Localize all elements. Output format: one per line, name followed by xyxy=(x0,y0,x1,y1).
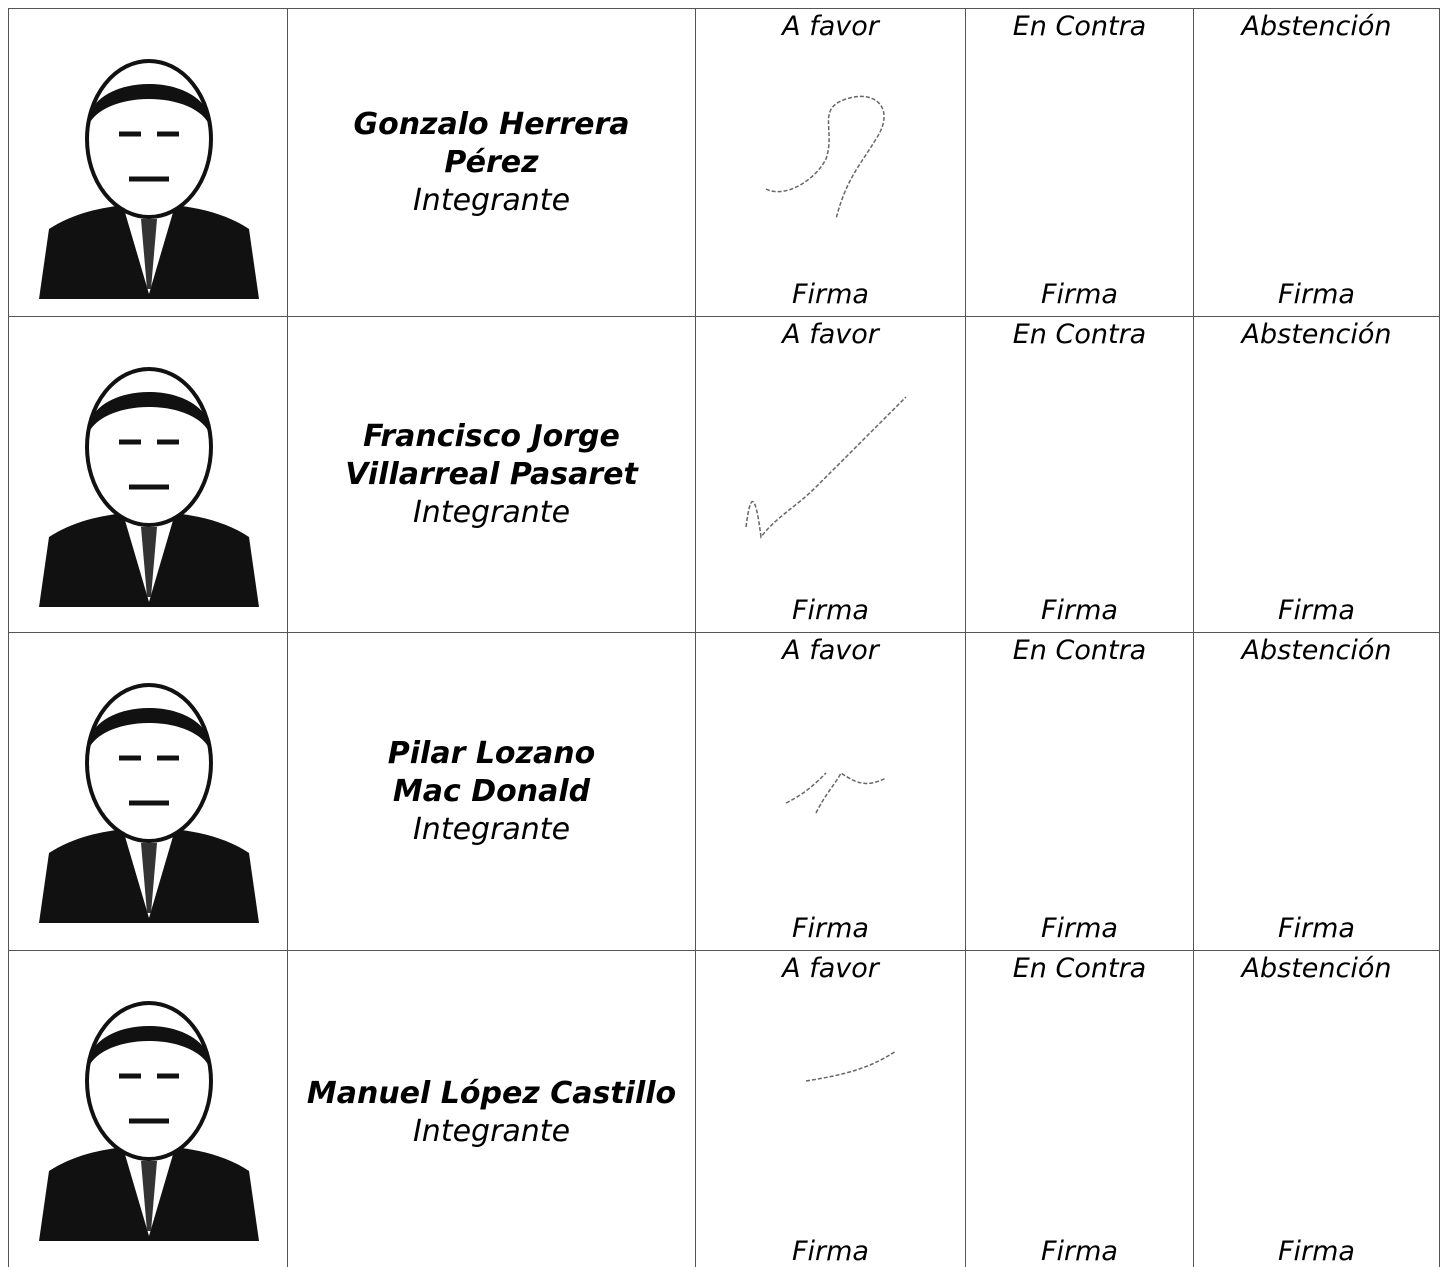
photo-cell xyxy=(8,950,287,1267)
name-cell: Francisco Jorge Villarreal Pasaret Integra… xyxy=(287,316,695,632)
signature xyxy=(765,95,885,220)
vote-option: En Contra xyxy=(1012,953,1147,984)
signature-label: Firma xyxy=(792,913,869,944)
member-name: Gonzalo Herrera xyxy=(353,106,630,142)
vote-cell: Abstención Firma xyxy=(1193,316,1440,632)
signature xyxy=(805,1050,897,1082)
signature xyxy=(745,396,907,539)
member-name: Pilar Lozano xyxy=(387,735,596,771)
signature-label: Firma xyxy=(1041,595,1118,626)
vote-cell: A favor Firma xyxy=(695,316,965,632)
photo-cell xyxy=(8,316,287,632)
photo-cell xyxy=(8,8,287,316)
signature-label: Firma xyxy=(1278,1236,1355,1267)
vote-cell: A favor Firma xyxy=(695,8,965,316)
signature-label: Firma xyxy=(792,279,869,310)
vote-cell: Abstención Firma xyxy=(1193,8,1440,316)
vote-cell: Abstención Firma xyxy=(1193,950,1440,1267)
vote-option: En Contra xyxy=(1012,11,1147,42)
vote-option: En Contra xyxy=(1012,319,1147,350)
signature-label: Firma xyxy=(1278,279,1355,310)
vote-option: Abstención xyxy=(1241,319,1392,350)
member-name: Francisco Jorge xyxy=(363,418,620,454)
vote-cell: En Contra Firma xyxy=(965,316,1193,632)
member-name: Mac Donald xyxy=(392,773,591,809)
signature-label: Firma xyxy=(792,595,869,626)
photo xyxy=(39,1001,259,1241)
vote-option: Abstención xyxy=(1241,11,1392,42)
member-role: Integrante xyxy=(412,182,571,218)
member-role: Integrante xyxy=(412,811,571,847)
vote-option: A favor xyxy=(782,319,879,350)
vote-cell: Abstención Firma xyxy=(1193,632,1440,950)
vote-option: A favor xyxy=(782,635,879,666)
photo xyxy=(39,59,259,299)
name-cell: Pilar Lozano Mac Donald Integrante xyxy=(287,632,695,950)
vote-option: En Contra xyxy=(1012,635,1147,666)
signature-label: Firma xyxy=(1278,595,1355,626)
member-name: Pérez xyxy=(444,144,539,180)
member-name: Manuel López Castillo xyxy=(306,1076,677,1111)
vote-option: A favor xyxy=(782,953,879,984)
name-cell: Gonzalo Herrera Pérez Integrante xyxy=(287,8,695,316)
vote-cell: A favor Firma xyxy=(695,632,965,950)
vote-cell: En Contra Firma xyxy=(965,8,1193,316)
vote-cell: En Contra Firma xyxy=(965,632,1193,950)
vote-option: Abstención xyxy=(1241,635,1392,666)
photo xyxy=(39,683,259,923)
signature xyxy=(785,771,887,814)
signature-label: Firma xyxy=(792,1236,869,1267)
vote-option: A favor xyxy=(782,11,879,42)
vote-cell: En Contra Firma xyxy=(965,950,1193,1267)
name-cell: Manuel López Castillo Integrante xyxy=(287,950,695,1267)
member-name: Villarreal Pasaret xyxy=(345,456,638,492)
signature-label: Firma xyxy=(1041,1236,1118,1267)
vote-option: Abstención xyxy=(1241,953,1392,984)
photo xyxy=(39,367,259,607)
signature-label: Firma xyxy=(1041,913,1118,944)
signature-label: Firma xyxy=(1041,279,1118,310)
member-role: Integrante xyxy=(412,494,571,530)
vote-cell: A favor Firma xyxy=(695,950,965,1267)
signature-label: Firma xyxy=(1278,913,1355,944)
photo-cell xyxy=(8,632,287,950)
member-role: Integrante xyxy=(412,1114,571,1149)
